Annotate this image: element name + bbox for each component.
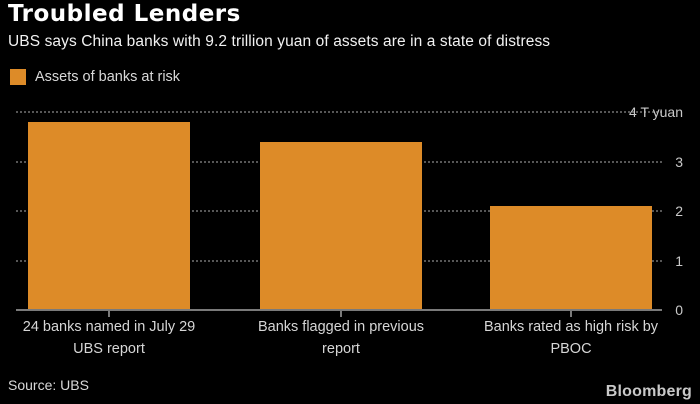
bloomberg-logo: Bloomberg (605, 383, 692, 400)
source-label: Source: UBS (8, 377, 89, 393)
x-category-label-2: Banks rated as high risk by PBOC (456, 316, 686, 360)
x-category-label-line: report (322, 341, 360, 357)
legend: Assets of banks at risk (10, 69, 180, 85)
x-category-label-line: Banks rated as high risk by (483, 319, 659, 335)
x-category-label-line: PBOC (550, 341, 592, 357)
y-tick-label-1: 1 (675, 252, 683, 269)
x-axis-line (16, 309, 662, 311)
x-tick-1 (340, 311, 342, 317)
gridline-4 (16, 111, 662, 113)
x-category-label-1: Banks flagged in previous report (226, 316, 456, 360)
y-tick-label-3: 3 (675, 153, 683, 170)
page-title: Troubled Lenders (8, 1, 241, 27)
x-category-label-0: 24 banks named in July 29 UBS report (0, 316, 224, 360)
x-category-label-line: 24 banks named in July 29 (22, 319, 196, 335)
y-tick-label-4: 4 T yuan (629, 104, 683, 120)
x-category-label-line: Banks flagged in previous (257, 319, 425, 335)
bar-0 (28, 121, 190, 310)
y-tick-label-2: 2 (675, 203, 683, 219)
bar-2 (490, 206, 652, 310)
x-category-label-line: UBS report (73, 341, 145, 357)
legend-label: Assets of banks at risk (35, 69, 181, 85)
y-tick-label-0: 0 (675, 302, 683, 318)
legend-swatch-icon (10, 69, 26, 85)
x-tick-2 (570, 311, 572, 317)
chart-subtitle: UBS says China banks with 9.2 trillion y… (8, 33, 551, 50)
x-tick-0 (108, 311, 110, 317)
bar-1 (260, 141, 422, 310)
